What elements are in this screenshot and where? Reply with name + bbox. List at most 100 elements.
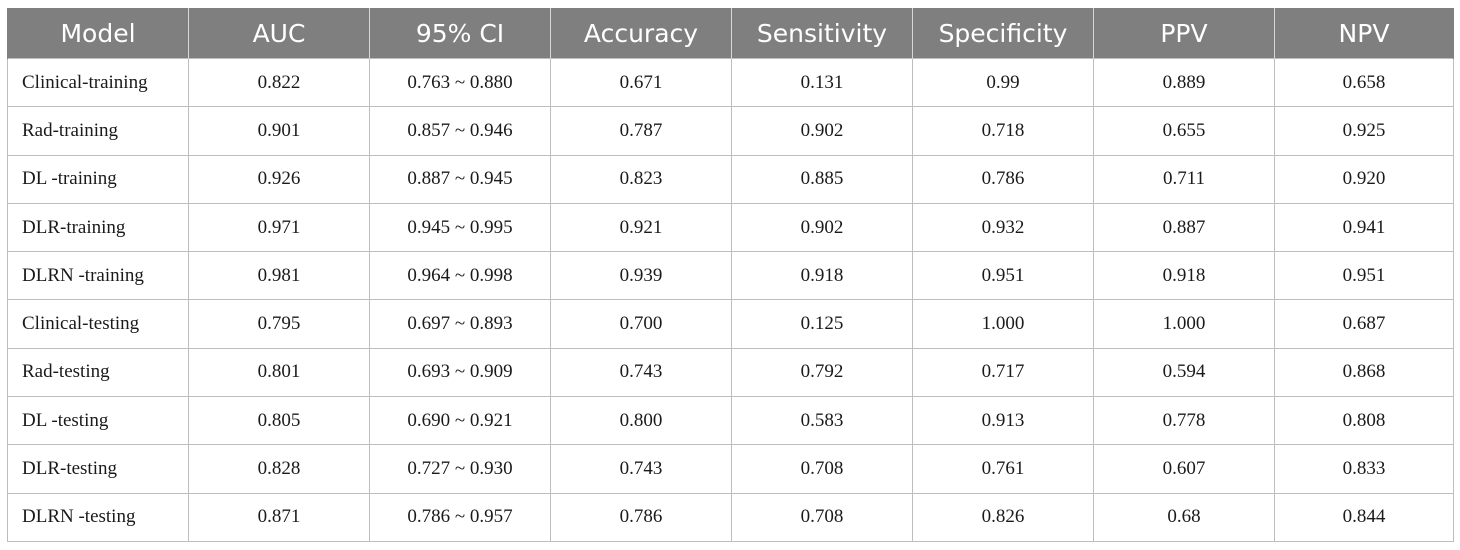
auc-cell: 0.981	[188, 251, 370, 301]
sensitivity-cell: 0.885	[731, 154, 913, 204]
results-table-container: Model AUC 95% CI Accuracy Sensitivity Sp…	[7, 8, 1454, 542]
npv-cell: 0.920	[1274, 154, 1454, 204]
ci-cell: 0.964 ~ 0.998	[369, 251, 551, 301]
auc-cell: 0.871	[188, 492, 370, 542]
ppv-cell: 0.918	[1093, 251, 1275, 301]
accuracy-cell: 0.939	[550, 251, 732, 301]
ci-cell: 0.727 ~ 0.930	[369, 444, 551, 494]
specificity-cell: 0.951	[912, 251, 1094, 301]
model-name-cell: Rad-training	[7, 106, 189, 156]
specificity-cell: 0.717	[912, 347, 1094, 398]
specificity-cell: 0.761	[912, 444, 1094, 494]
npv-cell: 0.951	[1274, 251, 1454, 301]
npv-cell: 0.658	[1274, 57, 1454, 108]
header-95-ci: 95% CI	[369, 8, 551, 59]
model-name-cell: DLRN -testing	[7, 492, 189, 542]
sensitivity-cell: 0.125	[731, 299, 913, 349]
model-name-cell: DLR-training	[7, 202, 189, 253]
header-model: Model	[7, 8, 189, 59]
table-row: Rad-testing 0.801 0.693 ~ 0.909 0.743 0.…	[7, 347, 1454, 398]
auc-cell: 0.822	[188, 57, 370, 108]
ppv-cell: 0.778	[1093, 396, 1275, 446]
ppv-cell: 0.711	[1093, 154, 1275, 204]
accuracy-cell: 0.700	[550, 299, 732, 349]
npv-cell: 0.844	[1274, 492, 1454, 542]
auc-cell: 0.801	[188, 347, 370, 398]
ci-cell: 0.887 ~ 0.945	[369, 154, 551, 204]
ppv-cell: 0.887	[1093, 202, 1275, 253]
table-row: DLR-training 0.971 0.945 ~ 0.995 0.921 0…	[7, 202, 1454, 253]
accuracy-cell: 0.800	[550, 396, 732, 446]
sensitivity-cell: 0.902	[731, 202, 913, 253]
table-row: Clinical-testing 0.795 0.697 ~ 0.893 0.7…	[7, 299, 1454, 349]
specificity-cell: 0.913	[912, 396, 1094, 446]
table-body: Clinical-training 0.822 0.763 ~ 0.880 0.…	[7, 57, 1454, 542]
table-row: DLRN -testing 0.871 0.786 ~ 0.957 0.786 …	[7, 492, 1454, 542]
ppv-cell: 0.68	[1093, 492, 1275, 542]
auc-cell: 0.901	[188, 106, 370, 156]
table-row: DLR-testing 0.828 0.727 ~ 0.930 0.743 0.…	[7, 444, 1454, 494]
auc-cell: 0.795	[188, 299, 370, 349]
sensitivity-cell: 0.708	[731, 492, 913, 542]
header-specificity: Specificity	[912, 8, 1094, 59]
accuracy-cell: 0.671	[550, 57, 732, 108]
model-name-cell: DL -training	[7, 154, 189, 204]
specificity-cell: 0.932	[912, 202, 1094, 253]
npv-cell: 0.808	[1274, 396, 1454, 446]
accuracy-cell: 0.743	[550, 347, 732, 398]
header-auc: AUC	[188, 8, 370, 59]
accuracy-cell: 0.787	[550, 106, 732, 156]
sensitivity-cell: 0.918	[731, 251, 913, 301]
model-name-cell: DL -testing	[7, 396, 189, 446]
npv-cell: 0.941	[1274, 202, 1454, 253]
auc-cell: 0.926	[188, 154, 370, 204]
ci-cell: 0.945 ~ 0.995	[369, 202, 551, 253]
ci-cell: 0.693 ~ 0.909	[369, 347, 551, 398]
accuracy-cell: 0.921	[550, 202, 732, 253]
specificity-cell: 1.000	[912, 299, 1094, 349]
ppv-cell: 0.889	[1093, 57, 1275, 108]
accuracy-cell: 0.786	[550, 492, 732, 542]
sensitivity-cell: 0.792	[731, 347, 913, 398]
auc-cell: 0.971	[188, 202, 370, 253]
table-header-row: Model AUC 95% CI Accuracy Sensitivity Sp…	[7, 8, 1454, 59]
header-accuracy: Accuracy	[550, 8, 732, 59]
specificity-cell: 0.718	[912, 106, 1094, 156]
auc-cell: 0.805	[188, 396, 370, 446]
table-row: Rad-training 0.901 0.857 ~ 0.946 0.787 0…	[7, 106, 1454, 156]
ci-cell: 0.786 ~ 0.957	[369, 492, 551, 542]
sensitivity-cell: 0.131	[731, 57, 913, 108]
model-name-cell: Clinical-training	[7, 57, 189, 108]
accuracy-cell: 0.823	[550, 154, 732, 204]
npv-cell: 0.687	[1274, 299, 1454, 349]
auc-cell: 0.828	[188, 444, 370, 494]
npv-cell: 0.925	[1274, 106, 1454, 156]
specificity-cell: 0.826	[912, 492, 1094, 542]
sensitivity-cell: 0.902	[731, 106, 913, 156]
model-performance-table: Model AUC 95% CI Accuracy Sensitivity Sp…	[7, 8, 1454, 542]
ci-cell: 0.697 ~ 0.893	[369, 299, 551, 349]
table-row: DL -testing 0.805 0.690 ~ 0.921 0.800 0.…	[7, 396, 1454, 446]
ppv-cell: 1.000	[1093, 299, 1275, 349]
ppv-cell: 0.607	[1093, 444, 1275, 494]
specificity-cell: 0.99	[912, 57, 1094, 108]
sensitivity-cell: 0.708	[731, 444, 913, 494]
header-ppv: PPV	[1093, 8, 1275, 59]
header-sensitivity: Sensitivity	[731, 8, 913, 59]
model-name-cell: Rad-testing	[7, 347, 189, 398]
ci-cell: 0.763 ~ 0.880	[369, 57, 551, 108]
accuracy-cell: 0.743	[550, 444, 732, 494]
sensitivity-cell: 0.583	[731, 396, 913, 446]
table-row: DLRN -training 0.981 0.964 ~ 0.998 0.939…	[7, 251, 1454, 301]
npv-cell: 0.868	[1274, 347, 1454, 398]
ci-cell: 0.857 ~ 0.946	[369, 106, 551, 156]
model-name-cell: DLR-testing	[7, 444, 189, 494]
ci-cell: 0.690 ~ 0.921	[369, 396, 551, 446]
ppv-cell: 0.655	[1093, 106, 1275, 156]
header-npv: NPV	[1274, 8, 1454, 59]
table-row: Clinical-training 0.822 0.763 ~ 0.880 0.…	[7, 57, 1454, 108]
specificity-cell: 0.786	[912, 154, 1094, 204]
npv-cell: 0.833	[1274, 444, 1454, 494]
table-row: DL -training 0.926 0.887 ~ 0.945 0.823 0…	[7, 154, 1454, 204]
model-name-cell: Clinical-testing	[7, 299, 189, 349]
